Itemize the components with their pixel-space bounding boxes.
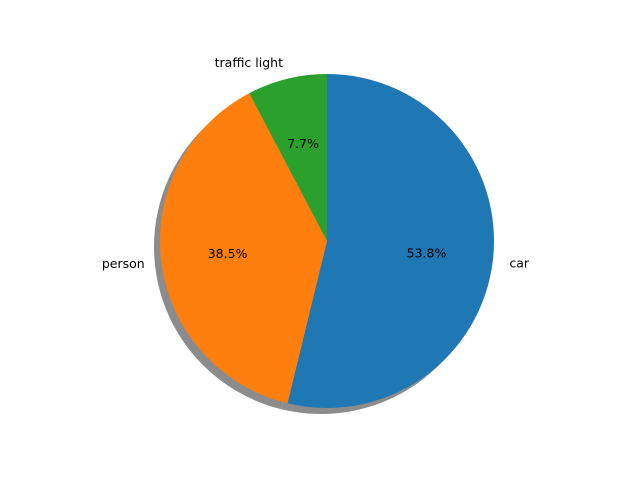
pie-labels: car 53.8% person 38.5% traffic light 7.7% [102,55,530,271]
pie-label-traffic-light: traffic light [215,55,283,70]
pie-slices [160,74,495,408]
pie-slice-traffic-light [249,74,327,241]
pie-slice-car [287,74,495,408]
pie-label-person: person [102,256,145,271]
pie-percent-person: 38.5% [208,246,248,261]
pie-percent-traffic-light: 7.7% [287,136,319,151]
pie-label-car: car [509,255,530,270]
pie-slice-person [160,93,327,404]
pie-percent-car: 53.8% [407,245,447,260]
